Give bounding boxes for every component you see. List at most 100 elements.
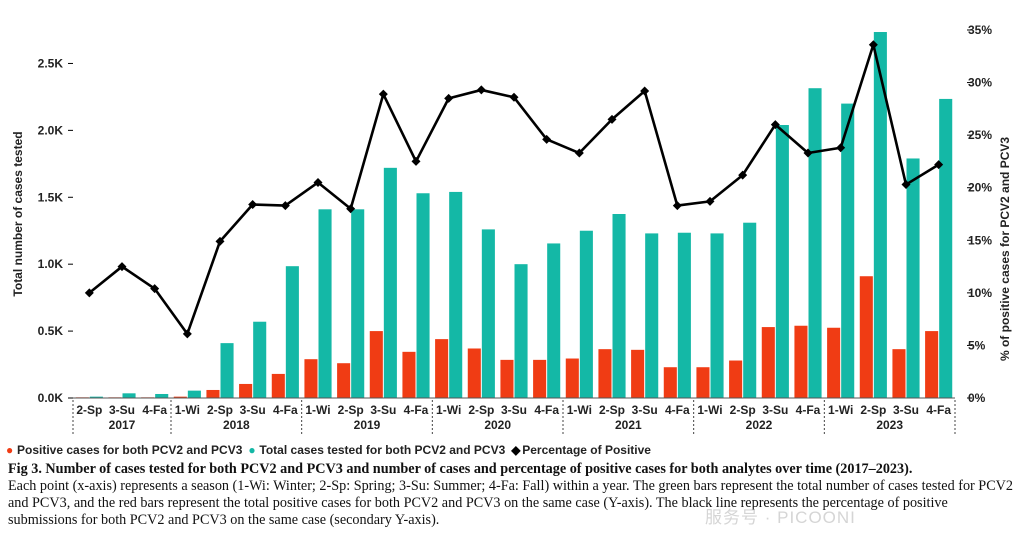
total-cases-bar (220, 343, 234, 398)
total-cases-bar (808, 88, 822, 399)
season-tick-label: 1-Wi (305, 403, 330, 417)
positive-cases-bar (859, 276, 873, 398)
positive-cases-bar (369, 331, 383, 398)
positive-cases-bar (631, 349, 645, 398)
right-axis-tick-label: 35% (968, 23, 992, 37)
percentage-point (84, 288, 94, 298)
percentage-point (280, 201, 290, 211)
season-tick-label: 1-Wi (567, 403, 592, 417)
season-tick-label: 4-Fa (926, 403, 951, 417)
combo-chart: 0.0K 0.5K 1.0K 1.5K 2.0K 2.5K Total number of … (6, 23, 1012, 457)
positive-cases-bar (827, 327, 841, 398)
positive-cases-bar (729, 360, 743, 398)
percentage-point (574, 148, 584, 158)
percentage-point (150, 284, 160, 294)
right-axis-tick-label: 25% (968, 128, 992, 142)
season-tick-label: 2-Sp (860, 403, 886, 417)
total-cases-bar (579, 230, 593, 398)
total-cases-bar (775, 125, 789, 398)
season-tick-label: 3-Su (370, 403, 396, 417)
positive-cases-bar (598, 349, 612, 398)
positive-cases-bar (402, 351, 416, 398)
legend-label: Total cases tested for both PCV2 and PCV… (259, 443, 505, 457)
percentage-point (738, 170, 748, 180)
percentage-line-layer (84, 40, 944, 339)
left-axis-tick-label: 2.5K (38, 56, 64, 70)
total-cases-bar (416, 193, 430, 398)
season-tick-label: 3-Su (893, 403, 919, 417)
bars-layer (75, 32, 953, 399)
percentage-point (182, 329, 192, 339)
caption-body: Each point (x-axis) represents a season … (8, 478, 1014, 528)
positive-cases-bar (435, 339, 449, 398)
total-cases-bar (939, 98, 953, 399)
season-tick-label: 1-Wi (697, 403, 722, 417)
left-axis-tick-label: 1.0K (38, 257, 64, 271)
positive-cases-bar (239, 383, 253, 398)
total-cases-bar (547, 243, 561, 398)
positive-cases-bar (663, 367, 677, 398)
season-tick-label: 2-Sp (76, 403, 102, 417)
percentage-point (313, 177, 323, 187)
percentage-point (672, 201, 682, 211)
season-tick-label: 3-Su (632, 403, 658, 417)
season-tick-label: 2-Sp (468, 403, 494, 417)
total-cases-bar (841, 103, 855, 398)
positive-cases-bar (467, 348, 481, 398)
percentage-point (444, 93, 454, 103)
figure-caption: Fig 3. Number of cases tested for both P… (8, 461, 1013, 529)
total-cases-bar (449, 191, 463, 398)
positive-cases-bar (304, 359, 318, 398)
percentage-point (934, 160, 944, 170)
total-cases-bar (89, 396, 103, 398)
positive-cases-bar (696, 367, 710, 398)
percentage-point (476, 85, 486, 95)
season-tick-label: 4-Fa (665, 403, 690, 417)
positive-cases-bar (533, 359, 547, 398)
percentage-point (607, 114, 617, 124)
total-cases-bar (873, 32, 887, 398)
percentage-point (901, 180, 911, 190)
year-label: 2019 (354, 418, 381, 432)
left-axis-tick-label: 2.0K (38, 123, 64, 137)
season-tick-label: 3-Su (240, 403, 266, 417)
season-tick-label: 2-Sp (207, 403, 233, 417)
positive-cases-bar (271, 373, 285, 398)
percentage-point (346, 204, 356, 214)
season-tick-label: 4-Fa (142, 403, 167, 417)
total-cases-bar (710, 233, 724, 398)
positive-cases-bar (337, 363, 351, 398)
percentage-point (378, 89, 388, 99)
season-tick-label: 2-Sp (599, 403, 625, 417)
right-axis-tick-label: 5% (968, 338, 986, 352)
total-cases-bar (155, 393, 169, 398)
season-tick-label: 1-Wi (175, 403, 200, 417)
legend-marker: ● (6, 443, 13, 457)
total-cases-bar (743, 222, 757, 398)
season-tick-label: 3-Su (501, 403, 527, 417)
season-tick-label: 1-Wi (436, 403, 461, 417)
total-cases-bar (645, 233, 659, 398)
total-cases-bar (351, 209, 365, 398)
legend-label: Positive cases for both PCV2 and PCV3 (17, 443, 243, 457)
percentage-point (411, 156, 421, 166)
percentage-point (542, 134, 552, 144)
percentage-point (509, 92, 519, 102)
legend-marker: ● (248, 443, 255, 457)
right-axis-label: % of positive cases for PCV2 and PCV3 (998, 137, 1012, 361)
right-axis-tick-label: 20% (968, 181, 992, 195)
percentage-point (248, 200, 258, 210)
year-label: 2020 (484, 418, 511, 432)
left-axis-tick-label: 0.0K (38, 391, 64, 405)
percentage-point (215, 236, 225, 246)
legend-label: Percentage of Positive (522, 443, 651, 457)
year-label: 2018 (223, 418, 250, 432)
year-label: 2021 (615, 418, 642, 432)
total-cases-bar (318, 209, 332, 398)
year-label: 2022 (746, 418, 773, 432)
watermark: 服务号 · PICOONI (705, 508, 856, 527)
right-axis-tick-label: 0% (968, 391, 986, 405)
total-cases-bar (187, 390, 201, 398)
season-tick-label: 1-Wi (828, 403, 853, 417)
total-cases-bar (481, 229, 495, 398)
